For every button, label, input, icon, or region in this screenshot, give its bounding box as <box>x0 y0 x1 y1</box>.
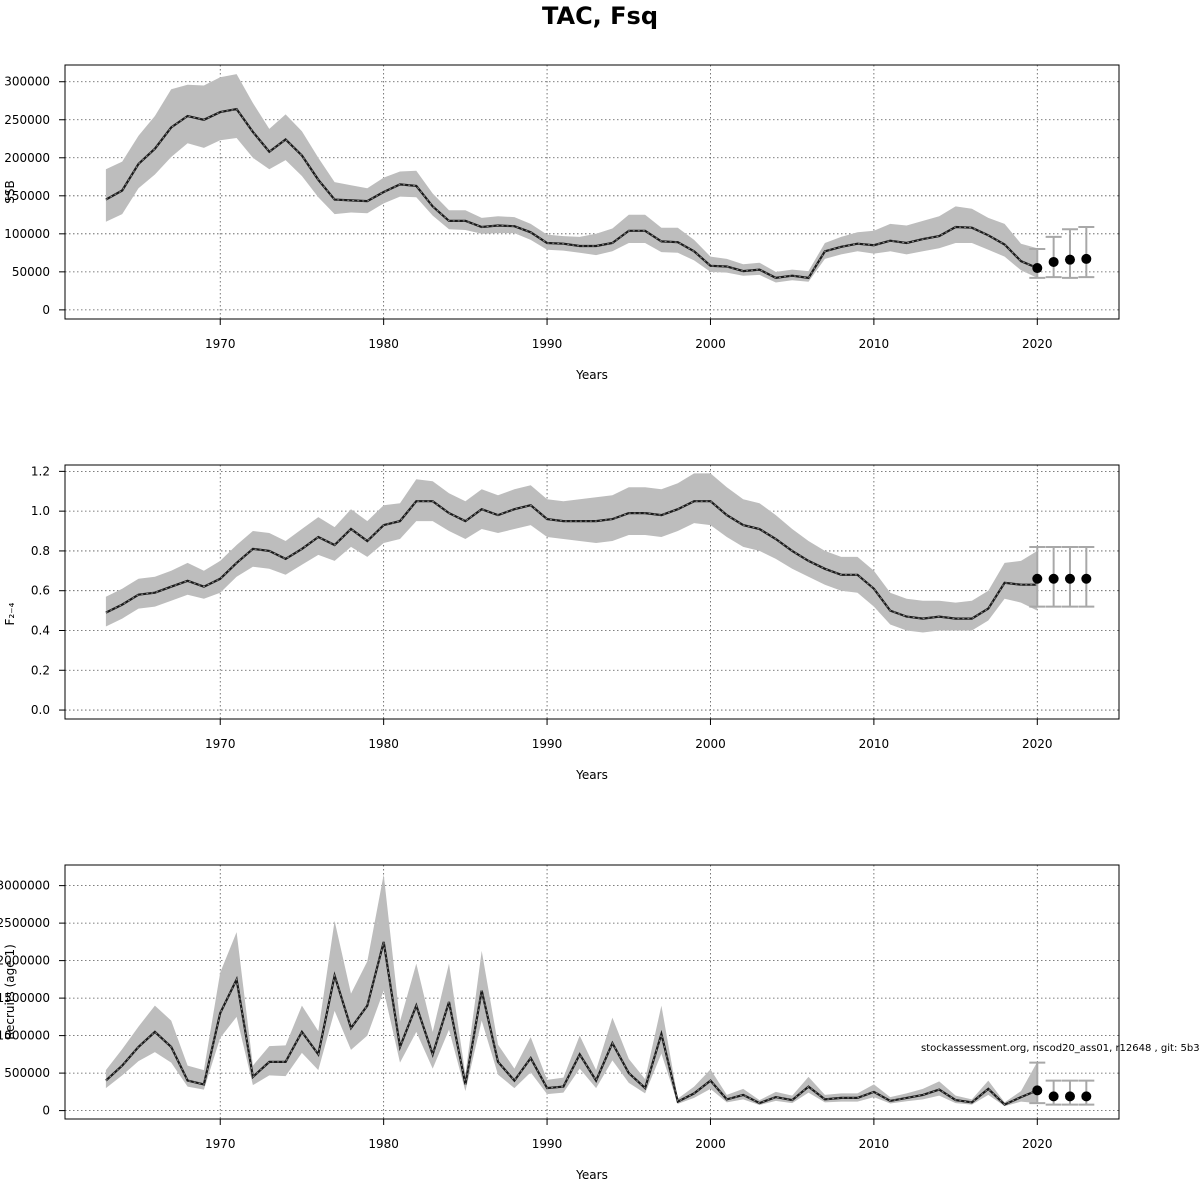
fbar-ytick-label-4: 0.8 <box>31 544 50 558</box>
fbar-ytick-label-5: 1.0 <box>31 504 50 518</box>
recruits-forecast-point-1 <box>1048 1091 1059 1102</box>
ssb-ytick-label-1: 50000 <box>12 265 50 279</box>
fbar-xaxis-label: Years <box>575 768 608 782</box>
fbar-panel: 1970 1980 1990 2000 2010 2020 0.0 0.2 0.4 0.6 0.8 1… <box>3 464 1120 782</box>
ssb-ytick-label-6: 300000 <box>4 75 50 89</box>
recruits-estimate-dots <box>105 941 1038 1106</box>
ssb-xtick-label-1: 1980 <box>368 337 399 351</box>
fbar-forecast-point-3 <box>1081 573 1092 584</box>
recruits-ytick-label-1: 500000 <box>4 1066 50 1080</box>
ssb-xtick-label-3: 2000 <box>695 337 726 351</box>
footnote-text: stockassessment.org, nscod20_ass01, r126… <box>921 1043 1200 1054</box>
recruits-forecast-point-2 <box>1064 1091 1075 1102</box>
fbar-ytick-label-6: 1.2 <box>31 464 50 478</box>
panels-group: 1970 1980 1990 2000 2010 2020 0 50000 100000 1500… <box>0 64 1120 1182</box>
ssb-ytick-label-4: 200000 <box>4 151 50 165</box>
ssb-ytick-label-0: 0 <box>42 303 50 317</box>
ssb-xtick-label-2: 1990 <box>532 337 563 351</box>
ssb-panel: 1970 1980 1990 2000 2010 2020 0 50000 100000 1500… <box>3 64 1120 382</box>
fbar-xtick-label-2: 1990 <box>532 737 563 751</box>
ssb-ytick-label-2: 100000 <box>4 227 50 241</box>
recruits-plot-frame <box>64 864 1120 1120</box>
recruits-xtick-label-0: 1970 <box>205 1137 236 1151</box>
recruits-forecast-point-0 <box>1032 1085 1043 1096</box>
recruits-ytick-label-5: 2500000 <box>0 916 50 930</box>
fbar-xtick-label-1: 1980 <box>368 737 399 751</box>
recruits-panel: 1970 1980 1990 2000 2010 2020 0 500000 1000000 15… <box>0 864 1120 1182</box>
recruits-ytick-label-4: 2000000 <box>0 954 50 968</box>
fbar-ytick-label-3: 0.6 <box>31 584 50 598</box>
ssb-estimate-dots <box>105 108 1038 279</box>
fbar-yaxis-label: F₂₋₄ <box>3 602 17 625</box>
recruits-xtick-label-5: 2020 <box>1022 1137 1053 1151</box>
recruits-xaxis-label: Years <box>575 1168 608 1182</box>
figure-title: TAC, Fsq <box>542 2 658 30</box>
ssb-ytick-label-5: 250000 <box>4 113 50 127</box>
ssb-confidence-band <box>105 74 1038 283</box>
fbar-xtick-label-0: 1970 <box>205 737 236 751</box>
fbar-ytick-label-0: 0.0 <box>31 703 50 717</box>
recruits-forecast-point-3 <box>1081 1091 1092 1102</box>
fbar-ytick-label-1: 0.2 <box>31 663 50 677</box>
ssb-ytick-label-3: 150000 <box>4 189 50 203</box>
fbar-estimate-dots <box>105 500 1038 620</box>
ssb-xtick-label-5: 2020 <box>1022 337 1053 351</box>
ssb-forecast-point-3 <box>1081 253 1092 264</box>
ssb-forecast-point-0 <box>1032 263 1043 274</box>
recruits-xtick-label-3: 2000 <box>695 1137 726 1151</box>
fbar-ytick-label-2: 0.4 <box>31 623 50 637</box>
fbar-confidence-band <box>105 473 1038 633</box>
recruits-ytick-label-3: 1500000 <box>0 991 50 1005</box>
fbar-forecast-point-1 <box>1048 573 1059 584</box>
recruits-ytick-label-2: 1000000 <box>0 1029 50 1043</box>
recruits-xtick-label-1: 1980 <box>368 1137 399 1151</box>
ssb-forecast-point-2 <box>1064 254 1075 265</box>
recruits-xtick-label-2: 1990 <box>532 1137 563 1151</box>
fbar-forecast-point-2 <box>1064 573 1075 584</box>
fbar-xtick-label-5: 2020 <box>1022 737 1053 751</box>
ssb-xtick-label-0: 1970 <box>205 337 236 351</box>
ssb-plot-frame <box>64 64 1120 320</box>
fbar-plot-frame <box>64 464 1120 720</box>
recruits-ytick-label-0: 0 <box>42 1104 50 1118</box>
ssb-yaxis-label: SSB <box>3 180 17 203</box>
recruits-yaxis-label: Recruits (age 1) <box>3 944 17 1040</box>
fbar-forecast-point-0 <box>1032 573 1043 584</box>
recruits-ytick-label-6: 3000000 <box>0 879 50 893</box>
fbar-xtick-label-4: 2010 <box>859 737 890 751</box>
ssb-xaxis-label: Years <box>575 368 608 382</box>
ssb-xtick-label-4: 2010 <box>859 337 890 351</box>
ssb-forecast-point-1 <box>1048 256 1059 267</box>
recruits-xtick-label-4: 2010 <box>859 1137 890 1151</box>
fbar-xtick-label-3: 2000 <box>695 737 726 751</box>
